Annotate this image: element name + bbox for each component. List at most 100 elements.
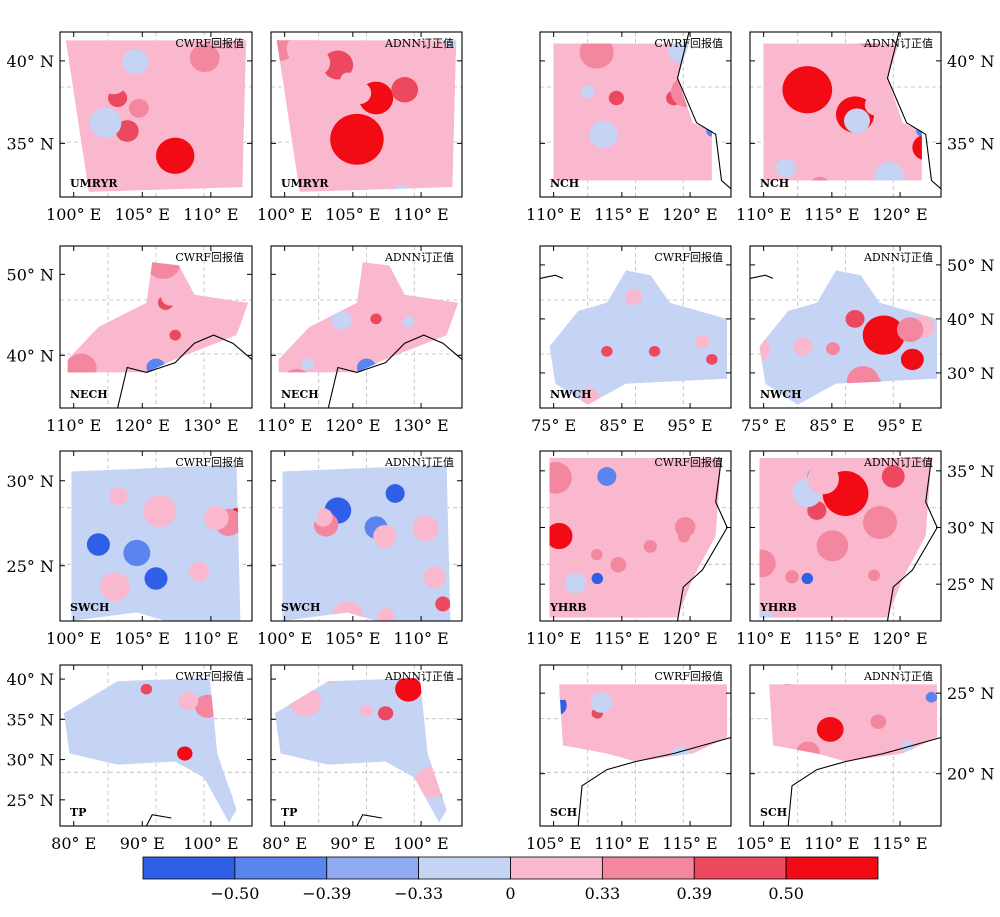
coastline [676,31,732,190]
field-patch [590,692,613,713]
field-patch [816,717,844,742]
x-tick-label: 90° E [120,834,165,853]
field-patch [782,66,833,114]
panel-nch-adnn: ADNN订正值 NCH 110° E 115° E 120° E 40° N 35° N [736,31,994,224]
y-tick-label: 25° N [947,684,994,703]
panel-title: CWRF回报值 [654,250,723,264]
coastline [327,334,463,409]
coastline [145,814,172,827]
field [763,43,922,181]
field-patch [646,805,672,829]
field-patch [565,572,587,594]
field-patch [377,607,395,621]
coastline [749,274,774,279]
field-patch [677,530,690,543]
panel-title: ADNN订正值 [863,251,933,264]
x-tick-label: 110° E [183,629,238,648]
field-patch [624,289,643,306]
field-base [67,262,249,373]
colorbar-label: −0.39 [302,884,351,903]
x-tick-label: 130° E [393,416,448,435]
field-patch [648,345,661,357]
x-tick-label: 80° E [51,834,96,853]
panel-frame [270,450,463,622]
field-base [549,457,722,618]
field-patch [870,714,887,730]
field-patch [587,781,608,800]
panel-title: ADNN订正值 [384,251,454,264]
x-tick-label: 120° E [662,205,717,224]
x-tick-label: 85° E [599,416,644,435]
field-patch [589,121,618,148]
panel-title: ADNN订正值 [863,456,933,469]
x-tick-label: 110° E [393,205,448,224]
field-base [553,43,712,181]
field-patch [883,697,896,709]
y-tick-label: 30° N [7,472,54,491]
field-patch [862,315,905,355]
field-patch [706,354,718,365]
y-tick-label: 30° N [947,364,994,383]
x-tick-label: 100° E [257,205,312,224]
panel-title: CWRF回报值 [654,36,723,50]
field-patch [674,517,696,538]
field-patch [440,788,447,800]
field-patch [922,791,941,808]
field-patch [115,120,139,142]
panel-title: ADNN订正值 [863,37,933,50]
field-patch [86,487,100,501]
field-patch [591,549,603,561]
coastline [676,457,728,622]
field-patch [816,530,849,562]
field-patch [233,316,248,329]
y-tick-label: 20° N [947,765,994,784]
field-patch [685,725,716,754]
colorbar-swatch [234,856,328,880]
field [553,43,712,202]
x-tick-label: 110° E [257,416,312,435]
colorbar-swatch [418,856,511,880]
field-patch [910,80,922,105]
field-patch [673,561,696,584]
y-tick-label: 25° N [7,557,54,576]
field-patch [370,313,382,325]
field-patch [846,366,880,397]
panel-title: CWRF回报值 [654,669,723,683]
field-patch [122,49,149,74]
x-tick-label: 115° E [594,629,649,648]
colorbar: −0.50 −0.39 −0.33 0 0.33 0.39 0.50 [142,856,879,903]
coastline [787,736,942,827]
panel-frame [749,245,942,409]
field [276,40,457,192]
y-tick-label: 30° N [7,751,54,770]
field-patch [796,741,820,762]
x-tick-label: 110° E [46,416,101,435]
field-patch [276,40,294,61]
field-base [278,262,459,373]
region-label: NCH [550,177,579,190]
field-patch [665,188,679,202]
colorbar-swatch [326,856,420,880]
x-tick-label: 75° E [531,416,576,435]
x-tick-label: 105° E [325,629,380,648]
field-patch [385,302,408,323]
y-tick-label: 35° N [7,134,54,153]
panel-title: ADNN订正值 [863,670,933,683]
field-patch [63,734,77,757]
field-patch [925,691,938,703]
field-patch [571,754,593,762]
field-patch [194,694,220,718]
y-tick-label: 35° N [947,134,994,153]
field-patch [392,184,411,192]
x-tick-label: 130° E [183,416,238,435]
field-patch [330,113,384,165]
colorbar-swatch [510,856,603,880]
panel-frame [59,245,253,409]
y-tick-label: 25° N [947,575,994,594]
field-patch [559,694,567,716]
x-tick-label: 120° E [662,629,717,648]
field-patch [185,272,206,292]
field-patch [549,522,573,550]
panel-title: ADNN订正值 [384,37,454,50]
field-patch [447,165,457,181]
